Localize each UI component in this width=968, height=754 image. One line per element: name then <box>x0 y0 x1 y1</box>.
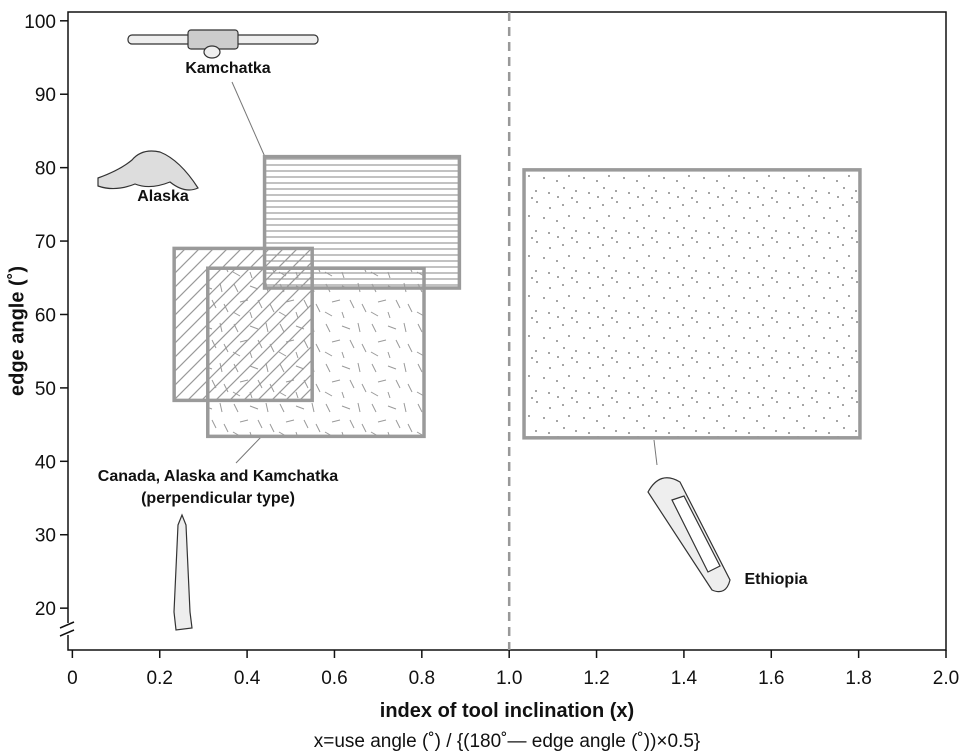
y-tick-label: 30 <box>35 526 56 547</box>
x-tick-label: 1.0 <box>496 668 522 689</box>
leader-lines <box>231 81 658 466</box>
range-box <box>522 168 862 440</box>
x-tick-label: 1.4 <box>671 668 698 689</box>
plot-frame <box>67 11 947 651</box>
x-axis-note: x=use angle (˚) / {(180˚— edge angle (˚)… <box>314 731 701 752</box>
y-tick-label: 20 <box>35 599 56 620</box>
x-tick-label: 1.6 <box>758 668 784 689</box>
y-tick-label: 100 <box>24 12 56 33</box>
x-tick-label: 0.8 <box>409 668 435 689</box>
y-tick-label: 40 <box>35 452 56 473</box>
y-axis-title: edge angle (˚) <box>5 266 28 396</box>
axis-break <box>59 629 75 637</box>
y-tick-label: 80 <box>35 159 56 180</box>
tool-illustration-ethiopia <box>647 477 731 593</box>
tool-illustration-alaska <box>97 150 199 191</box>
x-tick-label: 0.2 <box>147 668 173 689</box>
y-tick-label: 70 <box>35 232 56 253</box>
x-tick-label: 1.8 <box>845 668 871 689</box>
x-tick-label: 0.6 <box>321 668 347 689</box>
tool-illustration-kamchatka <box>127 29 319 59</box>
x-tick-label: 1.2 <box>583 668 609 689</box>
tool-illustration-canada <box>173 513 193 631</box>
box-label: Kamchatka <box>185 60 270 77</box>
range-box <box>262 154 462 290</box>
x-tick-label: 2.0 <box>933 668 959 689</box>
y-tick-label: 90 <box>35 85 56 106</box>
box-label: Canada, Alaska and Kamchatka <box>98 468 339 485</box>
box-label: Alaska <box>137 188 189 205</box>
y-tick-label: 50 <box>35 379 56 400</box>
y-tick-label: 60 <box>35 305 56 326</box>
box-label: (perpendicular type) <box>141 490 295 507</box>
axis-break <box>59 621 75 629</box>
box-label: Ethiopia <box>744 571 807 588</box>
x-tick-label: 0 <box>67 668 78 689</box>
x-axis-title: index of tool inclination (x) <box>380 700 634 722</box>
x-tick-label: 0.4 <box>234 668 261 689</box>
